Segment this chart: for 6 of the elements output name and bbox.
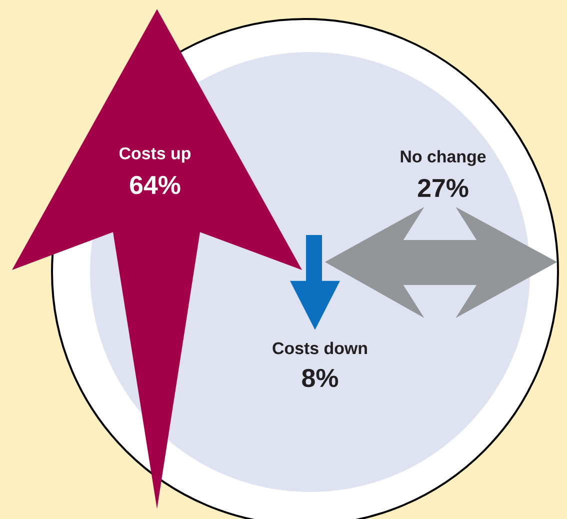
data-label: 8%: [302, 368, 338, 388]
data-label: 64%: [130, 176, 180, 194]
category-label: No change: [400, 150, 486, 166]
category-label: Costs up: [119, 147, 191, 163]
data-label: 27%: [418, 178, 468, 198]
category-label: Costs down: [272, 342, 367, 354]
